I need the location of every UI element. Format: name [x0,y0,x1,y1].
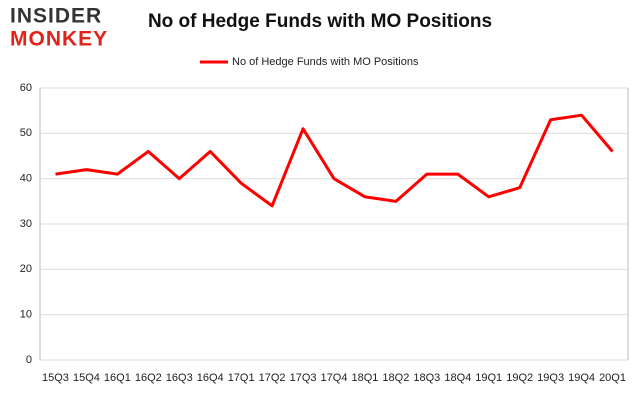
x-tick-label: 15Q4 [73,372,100,384]
logo-line2: MONKEY [10,28,108,51]
x-tick-label: 17Q4 [321,372,348,384]
y-tick-label: 20 [20,263,32,275]
x-tick-label: 18Q3 [413,372,440,384]
legend-label: No of Hedge Funds with MO Positions [232,56,419,68]
y-tick-label: 10 [20,309,32,321]
x-tick-label: 18Q2 [382,372,409,384]
x-tick-label: 20Q1 [599,372,626,384]
y-tick-label: 40 [20,173,32,185]
x-tick-label: 18Q4 [444,372,471,384]
x-tick-label: 17Q3 [290,372,317,384]
y-tick-label: 0 [26,354,32,366]
y-tick-label: 60 [20,82,32,94]
x-tick-label: 19Q4 [568,372,595,384]
x-tick-label: 16Q3 [166,372,193,384]
x-tick-label: 18Q1 [351,372,378,384]
y-tick-label: 50 [20,127,32,139]
x-tick-label: 17Q1 [228,372,255,384]
x-tick-label: 19Q2 [506,372,533,384]
line [55,113,614,208]
x-tick-label: 16Q2 [135,372,162,384]
x-tick-label: 19Q1 [475,372,502,384]
chart-title: No of Hedge Funds with MO Positions [148,11,492,32]
y-tick-label: 30 [20,218,32,230]
x-tick-label: 16Q4 [197,372,224,384]
x-tick-label: 15Q3 [42,372,69,384]
x-tick-label: 19Q3 [537,372,564,384]
logo-line1: INSIDER [10,5,102,28]
x-tick-label: 17Q2 [259,372,286,384]
x-tick-label: 16Q1 [104,372,131,384]
